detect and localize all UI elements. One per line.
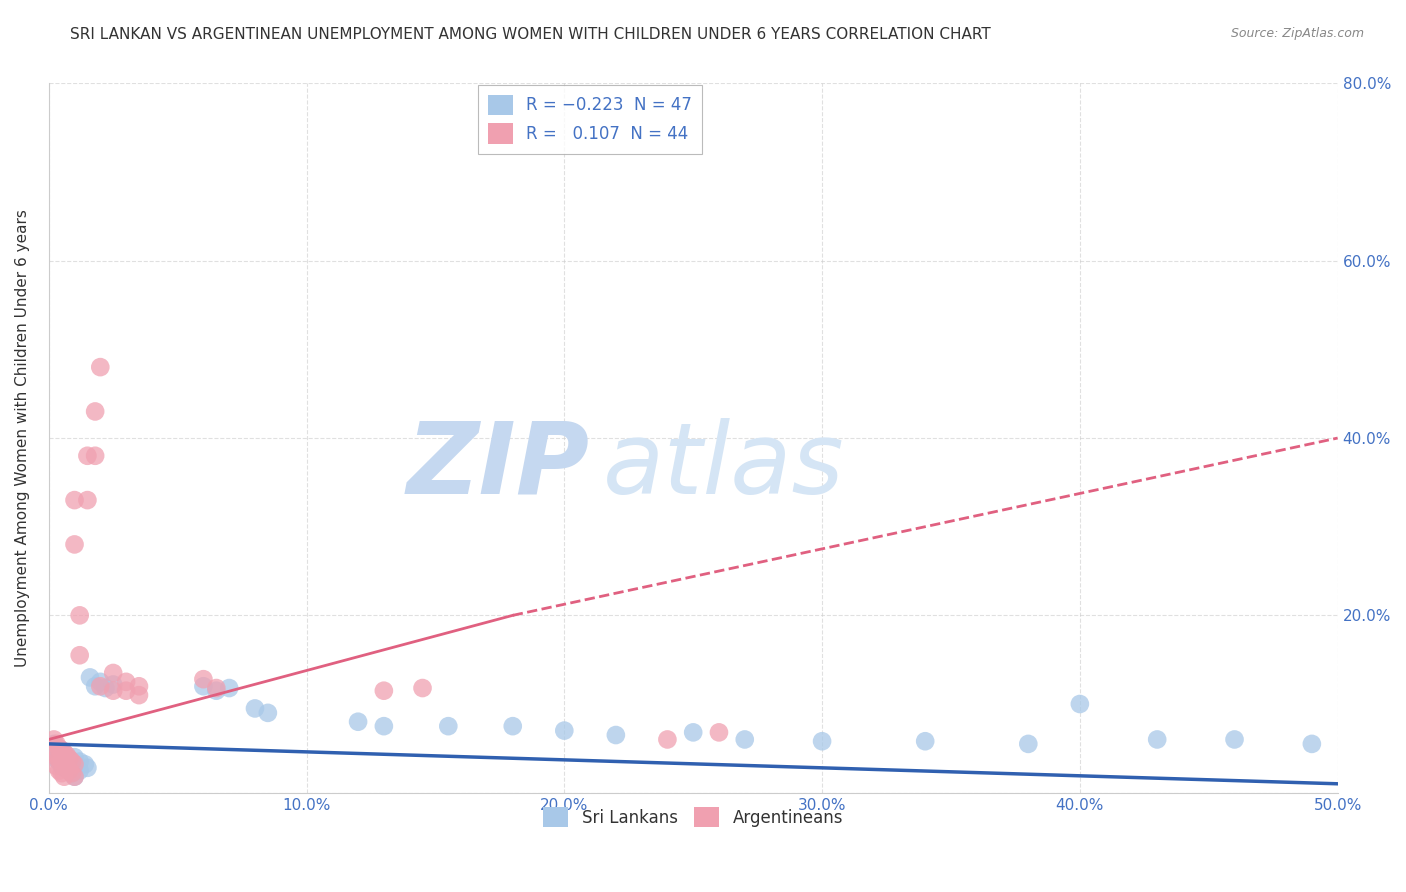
- Point: [58, 752, 80, 766]
- Point: [56, 761, 79, 775]
- Point: [42, 732, 65, 747]
- Point: [63, 750, 86, 764]
- Point: [89, 674, 111, 689]
- Point: [58, 752, 80, 766]
- Point: [51, 766, 73, 780]
- Point: [1017, 737, 1039, 751]
- Point: [84, 449, 107, 463]
- Point: [657, 732, 679, 747]
- Point: [1146, 732, 1168, 747]
- Point: [76, 449, 98, 463]
- Point: [48, 755, 70, 769]
- Text: atlas: atlas: [603, 418, 845, 515]
- Point: [205, 683, 228, 698]
- Point: [58, 764, 80, 778]
- Point: [1069, 697, 1091, 711]
- Point: [63, 537, 86, 551]
- Point: [89, 360, 111, 375]
- Point: [128, 688, 150, 702]
- Text: SRI LANKAN VS ARGENTINEAN UNEMPLOYMENT AMONG WOMEN WITH CHILDREN UNDER 6 YEARS C: SRI LANKAN VS ARGENTINEAN UNEMPLOYMENT A…: [70, 27, 991, 42]
- Point: [48, 764, 70, 778]
- Point: [76, 761, 98, 775]
- Point: [42, 746, 65, 760]
- Point: [205, 681, 228, 695]
- Point: [1301, 737, 1323, 751]
- Point: [682, 725, 704, 739]
- Point: [60, 766, 83, 780]
- Point: [51, 755, 73, 769]
- Point: [69, 608, 91, 623]
- Point: [63, 770, 86, 784]
- Point: [914, 734, 936, 748]
- Point: [48, 741, 70, 756]
- Point: [58, 764, 80, 778]
- Point: [53, 746, 76, 760]
- Point: [56, 748, 79, 763]
- Point: [60, 755, 83, 769]
- Point: [103, 665, 125, 680]
- Point: [218, 681, 240, 695]
- Point: [89, 679, 111, 693]
- Point: [103, 677, 125, 691]
- Point: [48, 752, 70, 766]
- Text: ZIP: ZIP: [408, 418, 591, 515]
- Point: [193, 672, 215, 686]
- Point: [51, 743, 73, 757]
- Point: [60, 755, 83, 769]
- Point: [734, 732, 756, 747]
- Point: [1223, 732, 1246, 747]
- Point: [84, 679, 107, 693]
- Point: [437, 719, 460, 733]
- Point: [94, 681, 117, 695]
- Point: [707, 725, 730, 739]
- Point: [69, 648, 91, 663]
- Point: [605, 728, 627, 742]
- Point: [48, 741, 70, 756]
- Point: [63, 770, 86, 784]
- Point: [76, 493, 98, 508]
- Point: [53, 752, 76, 766]
- Point: [243, 701, 266, 715]
- Point: [128, 679, 150, 693]
- Point: [45, 737, 67, 751]
- Point: [60, 766, 83, 780]
- Point: [53, 757, 76, 772]
- Point: [502, 719, 524, 733]
- Point: [45, 750, 67, 764]
- Point: [42, 737, 65, 751]
- Point: [45, 752, 67, 766]
- Point: [84, 404, 107, 418]
- Point: [53, 761, 76, 775]
- Point: [45, 759, 67, 773]
- Point: [193, 679, 215, 693]
- Point: [51, 759, 73, 773]
- Point: [811, 734, 834, 748]
- Point: [373, 683, 395, 698]
- Point: [257, 706, 280, 720]
- Point: [347, 714, 370, 729]
- Legend: Sri Lankans, Argentineans: Sri Lankans, Argentineans: [537, 800, 849, 834]
- Point: [412, 681, 434, 695]
- Point: [45, 746, 67, 760]
- Point: [53, 770, 76, 784]
- Point: [56, 750, 79, 764]
- Y-axis label: Unemployment Among Women with Children Under 6 years: Unemployment Among Women with Children U…: [15, 209, 30, 667]
- Point: [56, 757, 79, 772]
- Point: [51, 748, 73, 763]
- Point: [63, 759, 86, 773]
- Text: Source: ZipAtlas.com: Source: ZipAtlas.com: [1230, 27, 1364, 40]
- Point: [373, 719, 395, 733]
- Point: [115, 683, 138, 698]
- Point: [553, 723, 575, 738]
- Point: [63, 757, 86, 772]
- Point: [69, 755, 91, 769]
- Point: [115, 674, 138, 689]
- Point: [79, 670, 101, 684]
- Point: [103, 683, 125, 698]
- Point: [69, 764, 91, 778]
- Point: [63, 493, 86, 508]
- Point: [73, 757, 96, 772]
